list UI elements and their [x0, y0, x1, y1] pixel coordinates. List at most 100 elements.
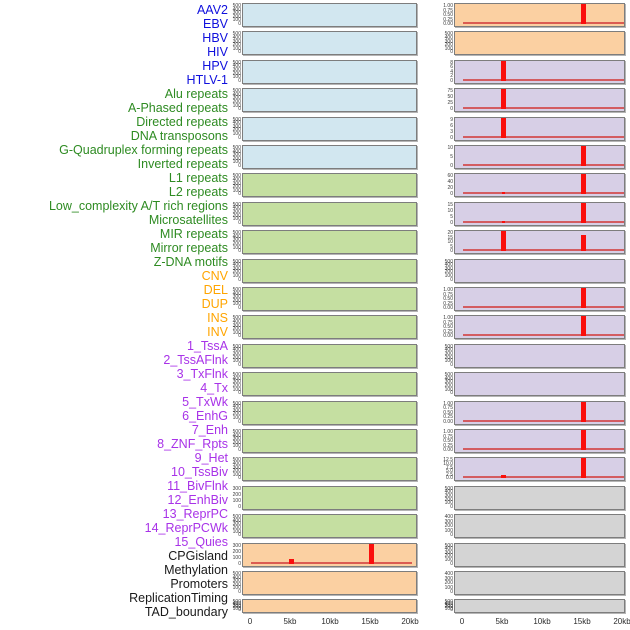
track-panel-Directed repeats: 500 400 300 200 100 0 — [233, 230, 417, 255]
track-panel-11_BivFlnk: 500 400 300 200 100 0 — [445, 343, 625, 368]
y-tick-label: 0 — [450, 134, 453, 141]
y-tick-label: 1.00 — [443, 315, 453, 322]
signal-spike-5kb — [501, 475, 506, 479]
track-label-Microsatellites: Microsatellites — [148, 213, 228, 227]
y-tick-label: 0 — [238, 305, 241, 311]
y-tick-label: 20 — [447, 230, 453, 237]
y-tick-label: 500 — [232, 287, 241, 293]
track-label-INV: INV — [207, 325, 228, 339]
y-tick-label: 300 — [232, 485, 241, 492]
y-tick-label: 300 — [444, 549, 453, 556]
y-tick-label: 75 — [447, 88, 453, 95]
y-tick-label: 500 — [232, 457, 241, 464]
y-tick-label: 300 — [232, 350, 241, 357]
y-tick-label: 0.25 — [443, 414, 453, 421]
track-panel-CPGisland: 500 400 300 200 100 0 — [445, 485, 625, 510]
track-panel-G-Quadruplex forming repeats: 500 400 300 200 100 0 — [233, 287, 417, 311]
track-label-10_TssBiv: 10_TssBiv — [171, 465, 228, 479]
y-tick-label: 300 — [232, 521, 241, 528]
y-tick-label: 200 — [232, 13, 241, 20]
signal-spike-15kb — [581, 458, 586, 479]
y-tick-label: 100 — [444, 584, 453, 591]
y-tick-label: 200 — [232, 155, 241, 162]
y-tick-label: 200 — [232, 548, 241, 555]
track-panel-MIR repeats: 500 400 300 200 100 0 — [233, 457, 417, 482]
y-tick-label: 0.00 — [443, 333, 453, 340]
y-tick-label: 500 — [232, 343, 241, 350]
y-tick-label: 400 — [444, 514, 453, 521]
signal-spike-15kb — [581, 146, 586, 166]
y-tick-label: 100 — [232, 159, 241, 166]
y-tick-label: 0 — [450, 390, 453, 397]
signal-baseline — [463, 306, 624, 308]
y-tick-label: 12.5 — [443, 457, 453, 464]
y-tick-label: 0.50 — [443, 409, 453, 416]
signal-spike-5kb — [289, 558, 294, 564]
track-panel-DEL: 500 400 300 200 100 0 — [233, 571, 417, 595]
y-tick-label: 400 — [444, 571, 453, 577]
y-tick-label: 500 — [232, 599, 241, 606]
signal-spike-15kb — [581, 288, 586, 308]
track-label-HIV: HIV — [207, 45, 228, 59]
track-panel-7_Enh: 20 15 10 5 0 — [447, 230, 625, 255]
y-tick-label: 100 — [232, 471, 241, 478]
signal-baseline — [463, 220, 624, 223]
y-tick-label: 0 — [238, 589, 241, 595]
y-tick-label: 0.75 — [443, 319, 453, 326]
y-tick-label: 200 — [232, 42, 241, 49]
x-axis-label-0: 0 — [247, 617, 253, 626]
track-label-Z-DNA motifs: Z-DNA motifs — [153, 255, 228, 269]
y-tick-label: 0 — [238, 163, 241, 169]
signal-baseline — [463, 135, 624, 138]
y-tick-label: 200 — [232, 382, 241, 389]
track-label-AAV2: AAV2 — [196, 3, 228, 17]
y-tick-label: 300 — [444, 602, 453, 609]
y-tick-label: 0 — [450, 589, 453, 595]
y-tick-label: 300 — [444, 265, 453, 272]
y-tick-label: 100 — [444, 386, 453, 393]
y-tick-label: 20 — [447, 185, 453, 192]
track-panel-A-Phased repeats: 500 400 300 200 100 0 — [233, 201, 417, 226]
track-label-DNA transposons: DNA transposons — [130, 129, 228, 143]
track-panel-L2 repeats: 500 400 300 200 100 0 — [233, 372, 417, 397]
y-tick-label: 200 — [232, 326, 241, 333]
track-panel-10_TssBiv: 1.00 0.75 0.50 0.25 0.00 — [443, 315, 625, 340]
y-tick-label: 200 — [444, 382, 453, 389]
y-tick-label: 10 — [447, 207, 453, 214]
y-tick-label: 6 — [450, 122, 453, 129]
track-panel-4_Tx: 10 5 0 — [447, 145, 625, 169]
y-tick-label: 400 — [444, 262, 453, 269]
y-tick-label: 0.75 — [443, 405, 453, 412]
y-tick-label: 10.0 — [443, 460, 453, 467]
y-tick-label: 100 — [444, 272, 453, 279]
y-tick-label: 200 — [232, 127, 241, 134]
y-tick-label: 200 — [232, 604, 241, 611]
y-tick-label: 0 — [238, 447, 241, 453]
track-panel-Z-DNA motifs: 500 400 300 200 100 0 — [233, 514, 417, 539]
signal-baseline — [463, 107, 624, 110]
y-tick-label: 100 — [232, 443, 241, 450]
track-panel-14_ReprPCWk: 1.00 0.75 0.50 0.25 0.00 — [443, 429, 625, 453]
y-tick-label: 300 — [232, 322, 241, 329]
y-tick-label: 400 — [444, 347, 453, 354]
y-tick-label: 300 — [232, 180, 241, 187]
track-label-14_ReprPCWk: 14_ReprPCWk — [144, 521, 228, 535]
y-tick-label: 0.25 — [443, 300, 453, 307]
track-label-CPGisland: CPGisland — [168, 549, 228, 563]
track-label-8_ZNF_Rpts: 8_ZNF_Rpts — [157, 437, 228, 451]
track-label-G-Quadruplex forming repeats: G-Quadruplex forming repeats — [59, 143, 228, 157]
y-tick-label: 200 — [232, 269, 241, 276]
y-tick-label: 0 — [238, 248, 241, 255]
y-tick-label: 1.00 — [443, 287, 453, 293]
y-tick-label: 300 — [232, 602, 241, 609]
y-tick-label: 100 — [232, 301, 241, 308]
track-panel-Methylation: 400 300 200 100 0 — [445, 514, 625, 539]
y-tick-label: 0 — [450, 49, 453, 56]
track-label-Methylation: Methylation — [164, 563, 228, 577]
y-tick-label: 15 — [447, 234, 453, 241]
y-tick-label: 5 — [450, 243, 453, 250]
y-tick-label: 100 — [232, 216, 241, 223]
y-tick-label: 0.00 — [443, 305, 453, 311]
